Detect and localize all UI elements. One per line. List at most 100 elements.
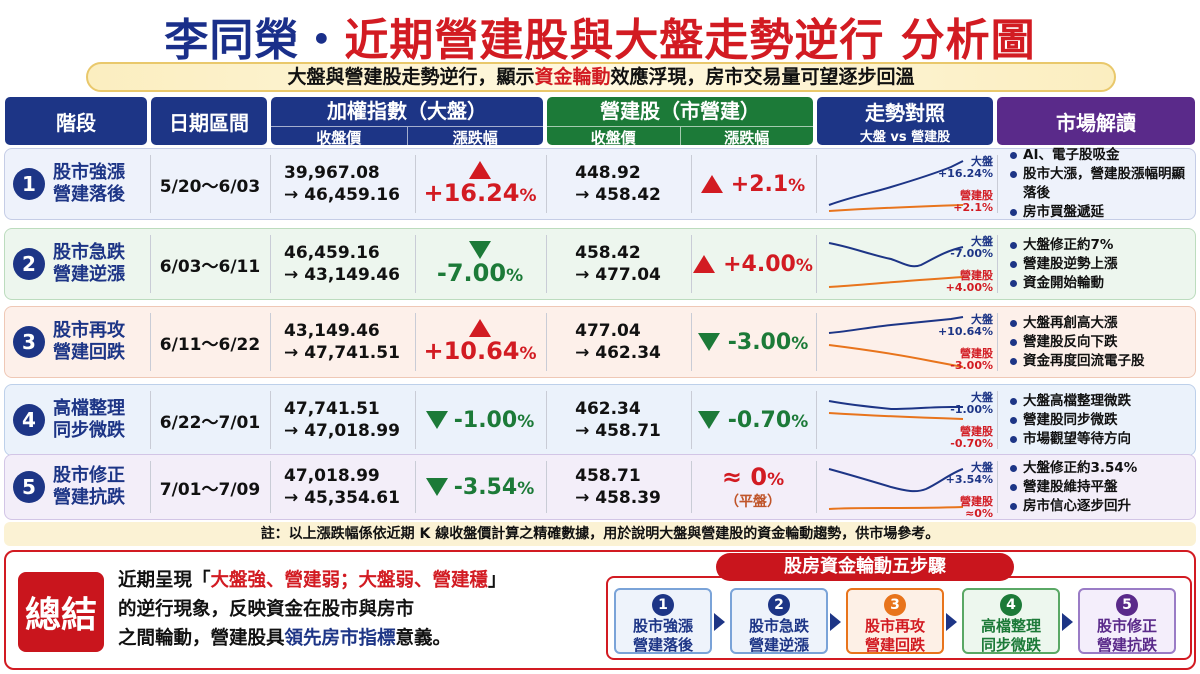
con-change-value: ≈ 0 (721, 463, 768, 491)
construction-change-cell: +2.1% (691, 149, 815, 219)
chart-construction-value: ≈0% (965, 507, 993, 520)
con-change-pct: % (788, 175, 806, 196)
reading-cell: 大盤修正約7% 營建股逆勢上漲 資金開始輪動 (1001, 229, 1193, 299)
con-change-value: -0.70 (727, 407, 792, 433)
arrow-down-icon (468, 241, 491, 259)
date-range: 6/03～6/11 (159, 256, 261, 277)
arrow-down-icon (425, 478, 448, 496)
con-change-value: +2.1 (730, 171, 789, 197)
chart-construction-label: 營建股 (960, 424, 994, 438)
trend-chart-svg: 大盤 +3.54% 營建股 ≈0% (828, 460, 994, 520)
construction-from: 477.04 (575, 321, 641, 341)
reading-bullet: 房市信心逐步回升 (1007, 497, 1137, 516)
index-trend-line (828, 316, 964, 334)
flow-step-line2: 同步微跌 (980, 636, 1041, 654)
stage-line2: 營建回跌 (53, 342, 125, 363)
header-construction-change: 漲跌幅 (679, 126, 814, 148)
flow-step-number: 1 (652, 594, 674, 616)
index-trend-line (828, 468, 964, 493)
flow-step-number: 4 (1000, 594, 1022, 616)
header-stage-label: 階段 (56, 110, 96, 135)
trend-chart: 大盤 +16.24% 營建股 +2.1% (821, 153, 996, 215)
chart-construction-label: 營建股 (960, 346, 994, 360)
stage-line2: 營建抗跌 (53, 487, 125, 508)
summary-text: 近期呈現「大盤強、營建弱；大盤弱、營建穩」 的逆行現象，反映資金在股市與房市 之… (118, 566, 608, 653)
index-close-cell: 46,459.16 → 43,149.46 (271, 229, 413, 299)
header-index-label: 加權指數（大盤） (327, 98, 487, 123)
construction-trend-line (828, 412, 964, 420)
construction-to: → 458.42 (575, 185, 661, 205)
header-construction-close: 收盤價 (590, 128, 636, 147)
idx-change-pct: % (517, 411, 535, 432)
construction-to: → 462.34 (575, 343, 661, 363)
stage-number: 5 (13, 471, 45, 503)
index-from: 47,741.51 (284, 399, 380, 419)
idx-change-pct: % (517, 478, 535, 499)
header-trend-sub: 大盤 vs 營建股 (859, 130, 951, 145)
stage-row-4: 4 高檔整理 同步微跌 6/22～7/01 47,741.51 → 47,018.9… (4, 384, 1196, 456)
construction-from: 462.34 (575, 399, 641, 419)
chart-construction-value: +2.1% (953, 201, 993, 214)
reading-bullet: 大盤高檔整理微跌 (1007, 392, 1131, 411)
header-index: 加權指數（大盤） 收盤價 漲跌幅 (270, 96, 544, 148)
index-from: 46,459.16 (284, 243, 380, 263)
subtitle-banner: 大盤與營建股走勢逆行，顯示資金輪動效應浮現，房市交易量可望逐步回溫 (86, 62, 1116, 92)
reading-bullet: 大盤修正約3.54% (1007, 459, 1137, 478)
index-from: 39,967.08 (284, 163, 380, 183)
reading-bullet: 營建股同步微跌 (1007, 411, 1131, 430)
summary-l3a: 之間輪動，營建股具 (118, 628, 285, 649)
chart-construction-value: -0.70% (950, 437, 993, 450)
reading-bullet: 營建股反向下跌 (1007, 333, 1145, 352)
trend-chart-svg: 大盤 -1.00% 營建股 -0.70% (828, 390, 994, 450)
header-trend-label: 走勢對照 (865, 101, 945, 125)
header-trend: 走勢對照 大盤 vs 營建股 (816, 96, 994, 146)
index-trend-line (828, 242, 964, 268)
title-author: 李同榮・ (164, 15, 345, 66)
flow-step-1: 1 股市強漲 營建落後 (614, 588, 712, 654)
reading-list: AI、電子股吸金 股市大漲，營建股漲幅明顯落後 房市買盤遞延 (1007, 146, 1193, 222)
summary-l3c: 意義。 (395, 628, 452, 649)
chart-index-label: 大盤 (971, 312, 994, 326)
arrow-right-icon (714, 613, 725, 631)
reading-list: 大盤修正約3.54% 營建股維持平盤 房市信心逐步回升 (1007, 459, 1137, 516)
arrow-up-icon (468, 161, 491, 179)
stage-number: 4 (13, 404, 45, 436)
index-change-cell: -7.00% (415, 229, 545, 299)
flow-step-number: 2 (768, 594, 790, 616)
summary-l2: 的逆行現象，反映資金在股市與房市 (118, 599, 415, 620)
index-close-cell: 47,741.51 → 47,018.99 (271, 385, 413, 455)
flow-step-5: 5 股市修正 營建抗跌 (1078, 588, 1176, 654)
header-reading-label: 市場解讀 (1056, 110, 1136, 135)
con-change-pct: % (791, 411, 809, 432)
stage-cell: 5 股市修正 營建抗跌 (5, 455, 149, 519)
reading-bullet: 大盤再創高大漲 (1007, 314, 1145, 333)
con-change-value: -3.00 (727, 329, 792, 355)
arrow-right-icon (830, 613, 841, 631)
chart-construction-label: 營建股 (960, 188, 994, 202)
flow-step-line1: 股市修正 (1096, 617, 1157, 635)
reading-list: 大盤高檔整理微跌 營建股同步微跌 市場觀望等待方向 (1007, 392, 1131, 449)
reading-bullet: 營建股維持平盤 (1007, 478, 1137, 497)
chart-construction-value: +4.00% (946, 281, 993, 294)
chart-index-value: -7.00% (950, 247, 993, 260)
stage-line1: 高檔整理 (53, 398, 125, 419)
header-index-change: 漲跌幅 (406, 126, 544, 148)
idx-change-value: -1.00 (453, 407, 518, 433)
flow-step-number: 5 (1116, 594, 1138, 616)
construction-close-cell: 458.42 → 477.04 (547, 229, 689, 299)
stage-row-2: 2 股市急跌 營建逆漲 6/03～6/11 46,459.16 → 43,149.4… (4, 228, 1196, 300)
construction-trend-line (828, 276, 964, 288)
summary-l1a: 近期呈現「 (118, 570, 211, 591)
stage-cell: 4 高檔整理 同步微跌 (5, 385, 149, 455)
index-trend-line (828, 400, 963, 411)
construction-trend-line (828, 344, 964, 368)
chart-construction-value: -3.00% (950, 359, 993, 372)
con-change-pct: % (767, 470, 785, 490)
summary-l1c: 」 (488, 570, 507, 591)
stage-number: 1 (13, 168, 45, 200)
arrow-up-icon (693, 255, 716, 273)
reading-bullet: 營建股逆勢上漲 (1007, 255, 1118, 274)
reading-cell: 大盤修正約3.54% 營建股維持平盤 房市信心逐步回升 (1001, 455, 1193, 519)
stage-line2: 同步微跌 (53, 420, 125, 441)
reading-bullet: 資金再度回流電子股 (1007, 352, 1145, 371)
